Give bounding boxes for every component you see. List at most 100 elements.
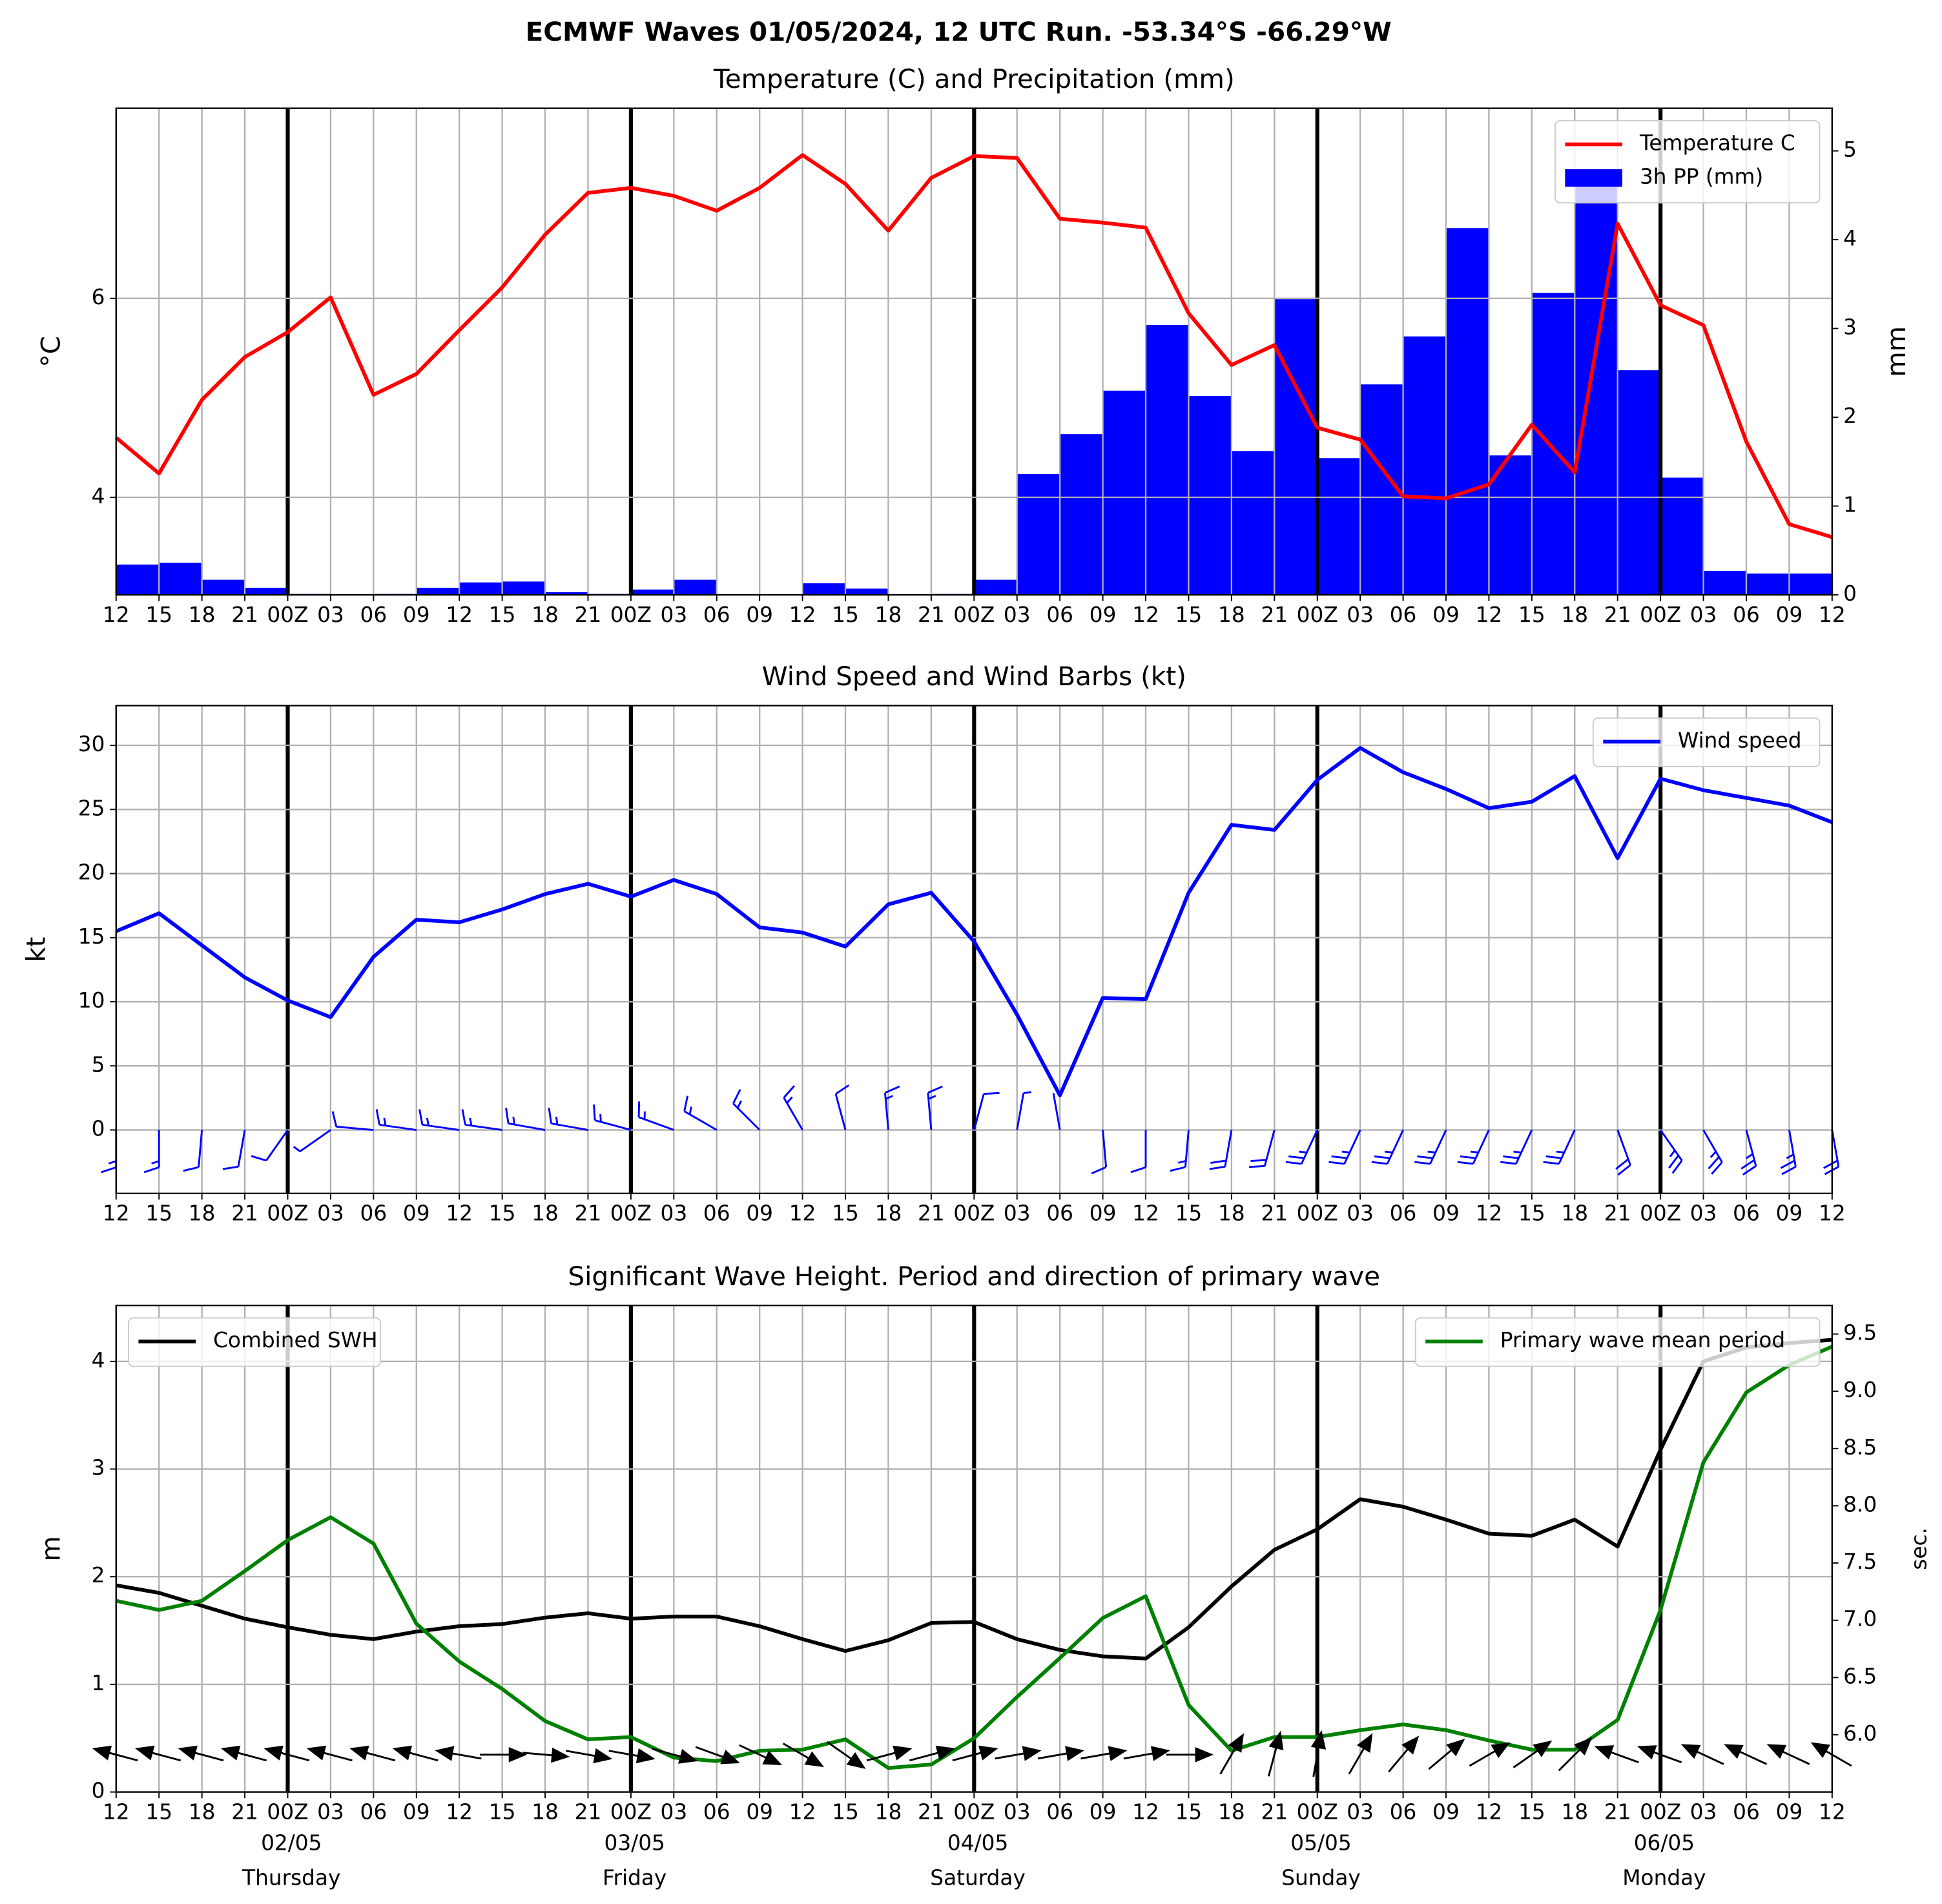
x-tick-label: 12 bbox=[789, 1201, 816, 1226]
x-tick-label: 21 bbox=[918, 1201, 945, 1226]
legend-box bbox=[1414, 1317, 1821, 1367]
x-tick-label: 00Z bbox=[610, 1201, 652, 1226]
y2-tick-label: 6.5 bbox=[1843, 1664, 1877, 1688]
y2-tick-label: 7.5 bbox=[1843, 1549, 1877, 1574]
wave-arrow bbox=[135, 1745, 181, 1762]
x-tick-label: 06 bbox=[703, 603, 730, 627]
precip-bar bbox=[159, 563, 202, 595]
wave-arrow bbox=[566, 1748, 613, 1764]
x-tick-label: 21 bbox=[575, 603, 602, 627]
wind-barb bbox=[1823, 1130, 1840, 1175]
x-tick-label: 18 bbox=[1218, 1201, 1245, 1226]
x-tick-label: 12 bbox=[1819, 1201, 1846, 1226]
x-tick-label: 12 bbox=[1476, 603, 1503, 627]
x-tick-label: 03 bbox=[1004, 1201, 1031, 1226]
x-tick-label: 00Z bbox=[267, 603, 308, 627]
plot-frame bbox=[115, 107, 1833, 596]
y2-tick-label: 2 bbox=[1843, 404, 1857, 428]
wind-barb bbox=[1248, 1130, 1276, 1168]
wind-barb bbox=[1209, 1130, 1233, 1170]
y-tick-label: 2 bbox=[92, 1563, 105, 1588]
precip-bar bbox=[1188, 396, 1232, 595]
chart-title: Wind Speed and Wind Barbs (kt) bbox=[762, 661, 1186, 692]
precip-bar bbox=[416, 588, 460, 595]
wave-arrow bbox=[1428, 1739, 1465, 1770]
x-tick-label: 03 bbox=[1690, 1201, 1717, 1226]
y-tick-label: 1 bbox=[92, 1671, 105, 1695]
y-tick-label: 3 bbox=[92, 1456, 105, 1480]
x-tick-label: 06 bbox=[1390, 603, 1417, 627]
x-tick-label: 18 bbox=[875, 1201, 902, 1226]
y-tick-label: 4 bbox=[92, 1348, 105, 1372]
precip-bar bbox=[1231, 451, 1275, 595]
x-tick-label: 03 bbox=[660, 1201, 687, 1226]
wave-arrow bbox=[92, 1745, 138, 1762]
x-tick-label: 15 bbox=[489, 1799, 516, 1824]
y2-tick-label: 1 bbox=[1843, 493, 1857, 517]
x-tick-label: 15 bbox=[145, 1201, 172, 1226]
wave-arrow bbox=[1513, 1740, 1553, 1768]
x-tick-label: 21 bbox=[918, 1799, 945, 1824]
y-tick-label: 0 bbox=[92, 1779, 105, 1803]
x-tick-label: 03 bbox=[1347, 1201, 1374, 1226]
wave-arrow bbox=[522, 1747, 570, 1763]
x-tick-label: 03 bbox=[1004, 1799, 1031, 1824]
x-tick-label: 06 bbox=[703, 1201, 730, 1226]
x-tick-label: 09 bbox=[1432, 1201, 1460, 1226]
x-tick-label: 06 bbox=[1733, 603, 1760, 627]
wind-barb bbox=[637, 1101, 674, 1131]
wave-arrow bbox=[1037, 1746, 1085, 1761]
x-tick-label: 12 bbox=[1132, 1799, 1159, 1824]
y-tick-label: 15 bbox=[78, 924, 105, 949]
x-tick-label: 18 bbox=[532, 1799, 559, 1824]
x-tick-label: 00Z bbox=[610, 1799, 652, 1824]
wind-barb bbox=[183, 1130, 203, 1172]
series-line bbox=[114, 153, 1833, 539]
y-axis-label: m bbox=[36, 1536, 67, 1561]
x-tick-label: 12 bbox=[446, 603, 473, 627]
x-tick-label: 00Z bbox=[953, 603, 995, 627]
x-tick-label: 06 bbox=[360, 603, 387, 627]
y2-tick-label: 9.0 bbox=[1843, 1378, 1877, 1402]
x-tick-label: 18 bbox=[1218, 603, 1245, 627]
wave-arrow bbox=[1558, 1737, 1593, 1772]
plot-frame bbox=[115, 1305, 1833, 1793]
precip-bar bbox=[502, 581, 546, 595]
precip-bar bbox=[116, 564, 160, 595]
wind-barb bbox=[783, 1085, 803, 1131]
x-tick-label: 03 bbox=[1690, 603, 1717, 627]
wind-barb bbox=[461, 1109, 502, 1131]
y-tick-label: 5 bbox=[92, 1052, 105, 1077]
x-tick-label: 06 bbox=[1390, 1201, 1417, 1226]
y-tick-label: 30 bbox=[78, 732, 105, 756]
wind-barb bbox=[834, 1084, 850, 1130]
precip-bar bbox=[201, 579, 245, 595]
precip-bar bbox=[1102, 390, 1146, 595]
x-tick-label: 12 bbox=[103, 1201, 130, 1226]
y2-tick-label: 5 bbox=[1843, 138, 1857, 162]
x-tick-label: 06 bbox=[1390, 1799, 1417, 1824]
x-tick-label: 09 bbox=[1090, 1799, 1117, 1824]
wave-arrow bbox=[435, 1746, 482, 1761]
x-tick-label: 15 bbox=[145, 1799, 172, 1824]
x-tick-label: 18 bbox=[189, 603, 216, 627]
day-name: Sunday bbox=[1281, 1865, 1361, 1890]
x-tick-label: 18 bbox=[1561, 603, 1588, 627]
x-tick-label: 09 bbox=[1776, 603, 1803, 627]
precip-bar bbox=[674, 579, 717, 595]
y2-tick-label: 3 bbox=[1843, 315, 1857, 340]
x-tick-label: 18 bbox=[875, 603, 902, 627]
wave-arrow bbox=[782, 1743, 824, 1768]
x-tick-label: 09 bbox=[403, 1799, 430, 1824]
x-tick-label: 15 bbox=[832, 603, 859, 627]
x-tick-label: 06 bbox=[1733, 1799, 1760, 1824]
x-tick-label: 21 bbox=[918, 603, 945, 627]
wind-barb bbox=[1371, 1129, 1404, 1165]
wave-arrow bbox=[220, 1745, 267, 1762]
x-tick-label: 03 bbox=[1690, 1799, 1717, 1824]
wind-barb bbox=[1414, 1129, 1447, 1165]
x-tick-label: 09 bbox=[1432, 603, 1460, 627]
legend-swatch bbox=[1565, 169, 1622, 187]
x-tick-label: 15 bbox=[1518, 1799, 1545, 1824]
y-axis-label: kt bbox=[20, 936, 51, 962]
